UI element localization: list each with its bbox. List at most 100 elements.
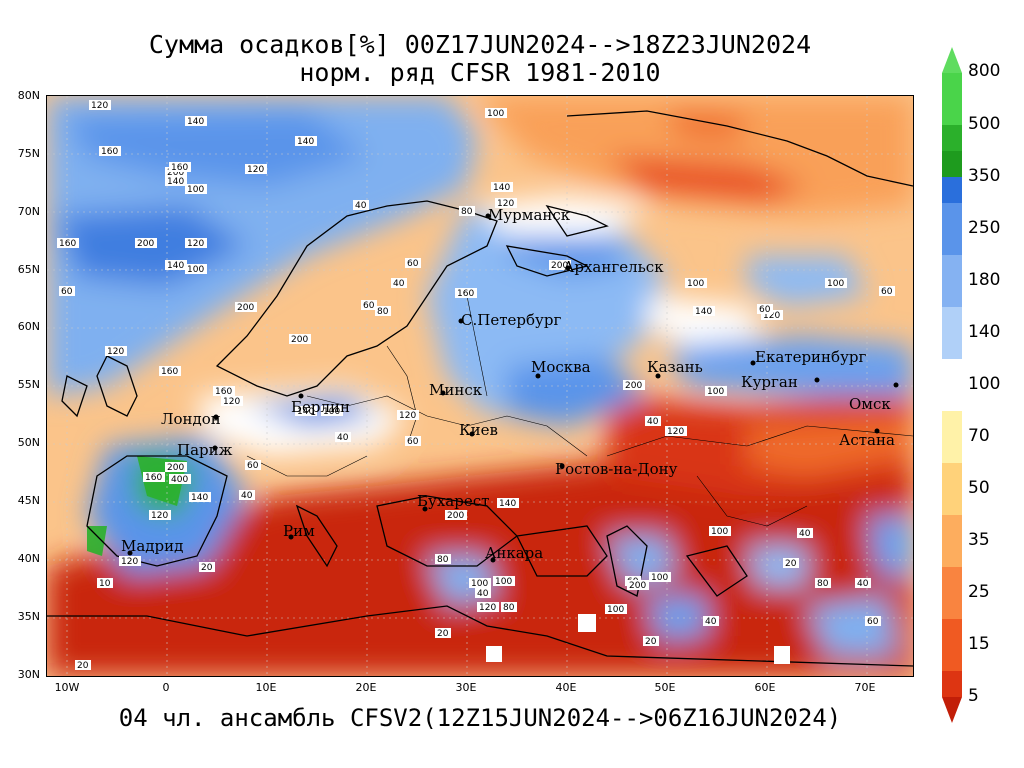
contour-label: 140 [499, 499, 516, 509]
city-dot [298, 393, 304, 399]
contour-label: 120 [121, 557, 138, 567]
contour-label-bg [353, 200, 369, 210]
contour-label-bg [435, 628, 451, 638]
city-label-ankara: Анкара [485, 544, 543, 562]
nodata-box [578, 614, 596, 632]
contour-label: 120 [187, 239, 204, 249]
lon-label: 30E [455, 681, 477, 694]
contour-label: 100 [827, 279, 844, 289]
contour-label-bg [623, 380, 645, 390]
contour-label-bg [185, 184, 207, 194]
contour-label: 20 [77, 661, 89, 671]
contour-label-bg [391, 278, 407, 288]
lon-label: 60E [754, 681, 776, 694]
contour-label: 10 [99, 579, 111, 589]
city-dot [750, 360, 756, 366]
contour-label: 200 [629, 581, 646, 591]
city-label-london: Лондон [161, 410, 221, 428]
colorbar-label: 35 [968, 530, 990, 550]
contour-label: 60 [759, 305, 771, 315]
contour-label-bg [245, 164, 267, 174]
city-label-kyiv: Киев [459, 421, 498, 439]
contour-label-bg [475, 588, 491, 598]
contour-label-bg [105, 346, 127, 356]
contour-label-bg [825, 278, 847, 288]
contour-label: 200 [291, 335, 308, 345]
contour-label-bg [757, 304, 773, 314]
contour-label-bg [497, 498, 519, 508]
lon-label: 50E [654, 681, 676, 694]
colorbar-label: 100 [968, 374, 1001, 394]
city-dot [893, 382, 899, 388]
lat-label: 55N [17, 378, 40, 391]
contour-label: 100 [471, 579, 488, 589]
contour-label-bg [797, 528, 813, 538]
contour-label-bg [99, 146, 121, 156]
city-dot [874, 428, 880, 434]
contour-label-bg [435, 554, 451, 564]
contour-label-bg [605, 604, 627, 614]
contour-label-bg [477, 602, 499, 612]
contour-label-bg [865, 616, 881, 626]
colorbar-label: 140 [968, 322, 1001, 342]
colorbar-bottom-arrow [942, 697, 962, 723]
city-dot [458, 318, 464, 324]
lon-label: 40E [555, 681, 577, 694]
contour-label: 120 [91, 101, 108, 111]
colorbar-swatch [942, 411, 962, 463]
contour-label-bg [89, 100, 111, 110]
contour-label-bg [185, 238, 207, 248]
contour-label: 140 [297, 137, 314, 147]
contour-label: 200 [447, 511, 464, 521]
contour-label: 120 [107, 347, 124, 357]
contour-label-bg [705, 386, 727, 396]
colorbar-swatch [942, 515, 962, 567]
city-label-spb: С.Петербург [461, 311, 561, 329]
city-dot [559, 463, 565, 469]
contour-label-bg [709, 526, 731, 536]
colorbar-swatch [942, 255, 962, 307]
contour-label-bg [495, 198, 517, 208]
contour-label: 140 [493, 183, 510, 193]
contour-label: 60 [363, 301, 375, 311]
lat-label: 80N [17, 89, 40, 102]
city-label-moscow: Москва [531, 358, 591, 376]
contour-label: 80 [461, 207, 473, 217]
contour-label-bg [59, 286, 75, 296]
coastlines [47, 110, 913, 667]
city-label-ekaterinburg: Екатеринбург [755, 348, 866, 366]
ensemble-caption: 04 чл. ансамбль CFSV2(12Z15JUN2024-->06Z… [118, 704, 842, 732]
contour-label: 120 [399, 411, 416, 421]
contour-label: 20 [201, 563, 213, 573]
contour-label: 20 [437, 629, 449, 639]
precipitation-map: 60 120 140 140 160 200 160 120 140 100 100 160 200 12… [46, 95, 914, 677]
city-dot [288, 534, 294, 540]
contour-label-bg [57, 238, 79, 248]
contour-label-bg [149, 510, 171, 520]
contour-label: 400 [171, 475, 188, 485]
city-dot [212, 445, 218, 451]
contour-label: 200 [625, 381, 642, 391]
lon-label: 20E [355, 681, 377, 694]
contour-label-bg [159, 366, 181, 376]
colorbar-swatch [942, 463, 962, 515]
contour-label: 140 [167, 261, 184, 271]
contour-label-bg [189, 492, 211, 502]
colorbar-swatch [942, 73, 962, 125]
contour-label-bg [549, 260, 571, 270]
contour-label: 160 [59, 239, 76, 249]
contour-label: 40 [857, 579, 869, 589]
contour-label-bg [165, 260, 187, 270]
map-title-line2: норм. ряд CFSR 1981-2010 [299, 58, 661, 87]
colorbar-label: 50 [968, 478, 990, 498]
field-green-spot [87, 526, 107, 556]
lat-label: 60N [17, 320, 40, 333]
city-label-omsk: Омск [849, 395, 891, 413]
contour-label: 160 [145, 473, 162, 483]
contour-label-bg [855, 578, 871, 588]
city-label-rome: Рим [283, 522, 315, 540]
nodata-box [486, 646, 502, 662]
contour-label: 100 [187, 185, 204, 195]
lat-label: 65N [17, 263, 40, 276]
contour-label: 60 [247, 461, 259, 471]
